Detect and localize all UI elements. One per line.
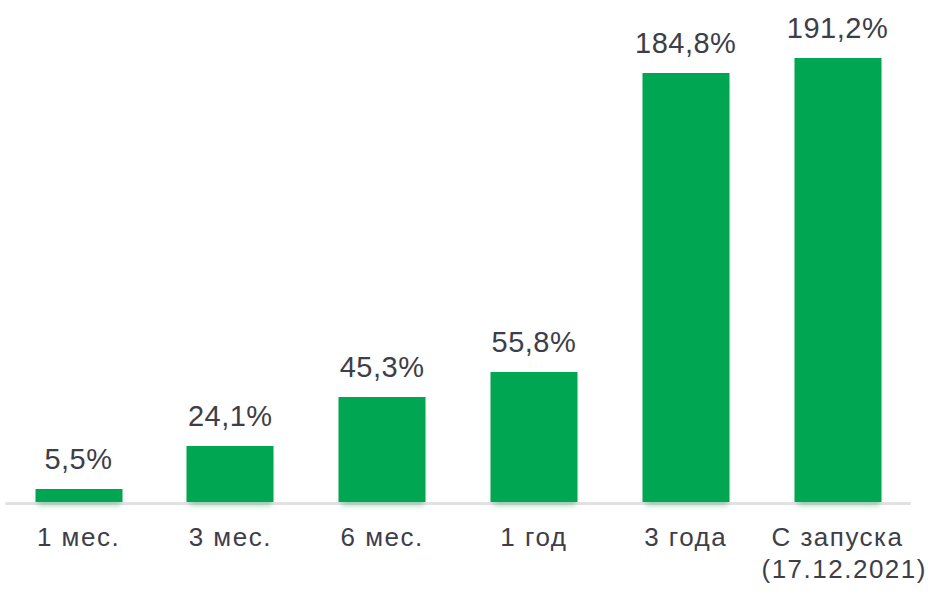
bar-column: 5,5% 1 мес. (3, 0, 155, 595)
bar (642, 73, 729, 502)
category-label: С запуска (17.12.2021) (762, 521, 914, 585)
bar (794, 58, 881, 502)
category-label: 3 года (610, 521, 762, 553)
bar-column: 191,2% С запуска (17.12.2021) (762, 0, 914, 595)
category-label: 1 мес. (3, 521, 155, 553)
bar (339, 397, 426, 502)
bar-column: 24,1% 3 мес. (154, 0, 306, 595)
category-label: 3 мес. (154, 521, 306, 553)
bar-column: 45,3% 6 мес. (306, 0, 458, 595)
bar-chart: 5,5% 1 мес. 24,1% 3 мес. 45,3% 6 мес. 55,8% 1 г… (0, 0, 928, 595)
value-label: 45,3% (306, 353, 458, 382)
category-label: 1 год (458, 521, 610, 553)
bar (35, 489, 122, 502)
value-label: 5,5% (3, 445, 155, 474)
value-label: 24,1% (154, 402, 306, 431)
bar (490, 372, 577, 502)
bar-column: 184,8% 3 года (610, 0, 762, 595)
value-label: 184,8% (610, 29, 762, 58)
value-label: 55,8% (458, 328, 610, 357)
value-label: 191,2% (762, 14, 914, 43)
bar (187, 446, 274, 502)
bar-column: 55,8% 1 год (458, 0, 610, 595)
category-label: 6 мес. (306, 521, 458, 553)
